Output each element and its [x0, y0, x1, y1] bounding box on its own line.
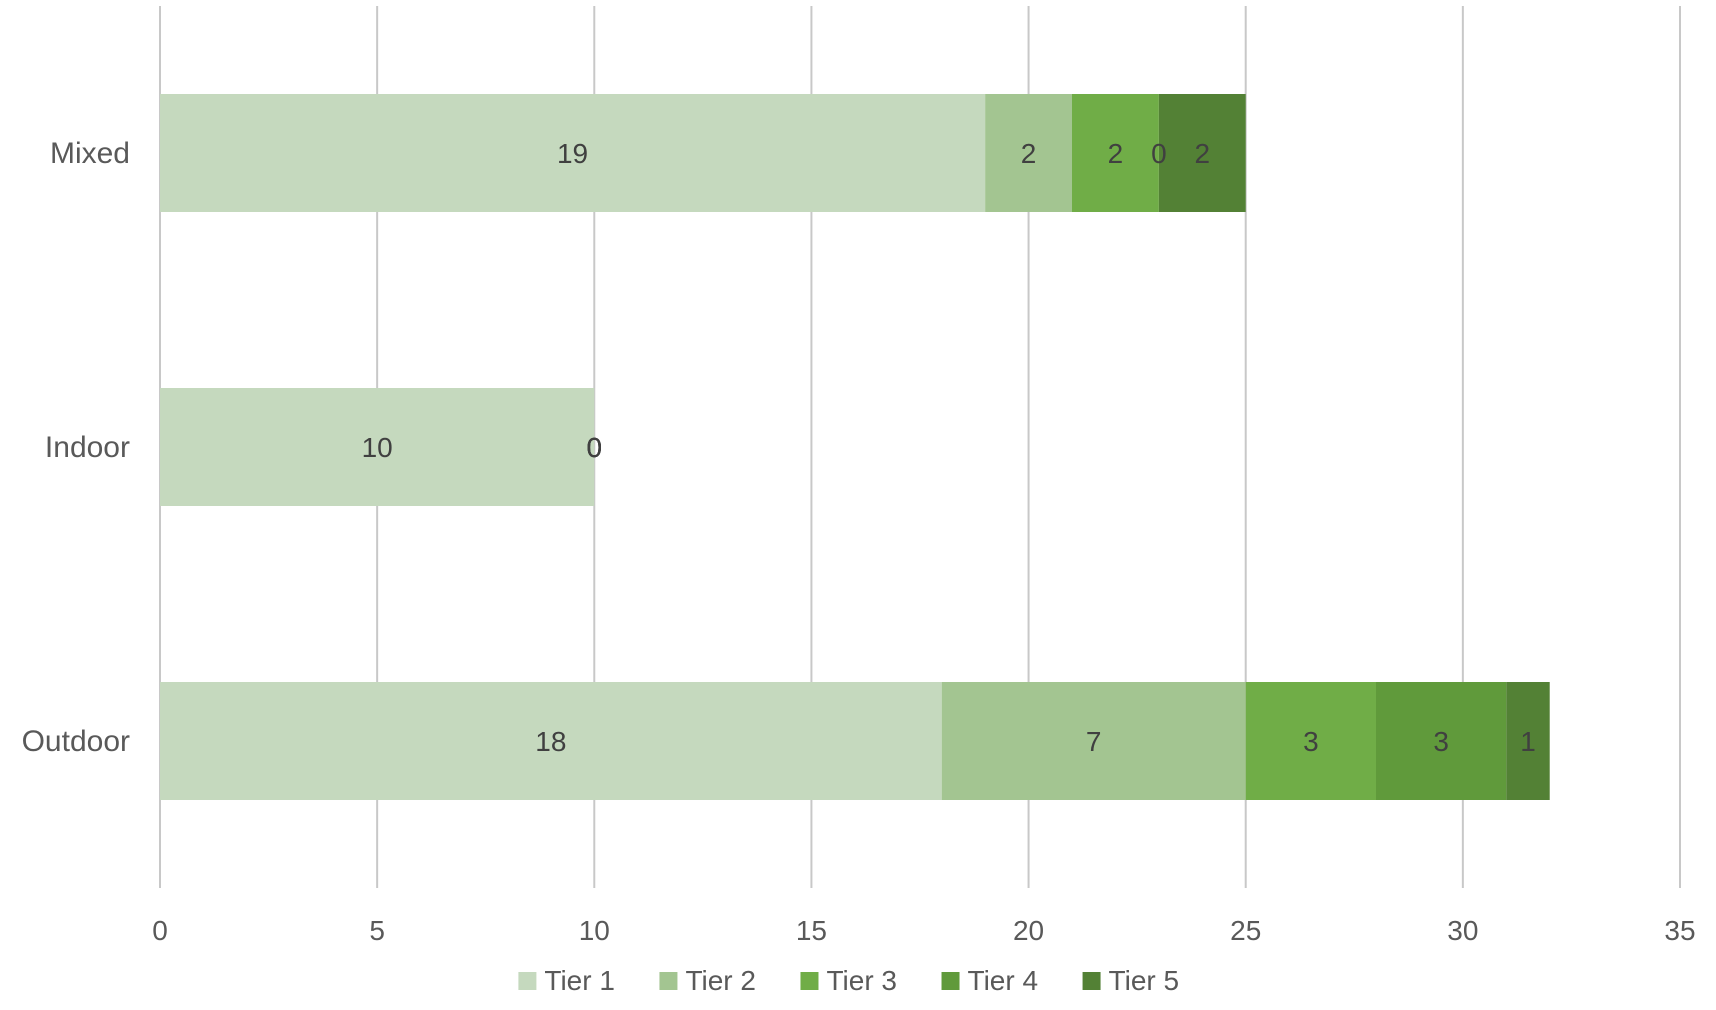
legend-label: Tier 2 [685, 965, 756, 996]
data-label-mixed-tier-2: 2 [1021, 138, 1037, 169]
data-label-outdoor-tier-1: 18 [535, 726, 566, 757]
x-tick-label-15: 15 [796, 915, 827, 946]
data-label-mixed-tier-3: 2 [1108, 138, 1124, 169]
legend-label: Tier 5 [1109, 965, 1180, 996]
bar-mixed-tier-1 [160, 94, 986, 212]
bars [160, 94, 1550, 800]
data-label-indoor-tier-4: 0 [586, 432, 602, 463]
data-label-mixed-tier-4: 0 [1151, 138, 1167, 169]
bar-outdoor-tier-1 [160, 682, 942, 800]
bar-outdoor-tier-5 [1506, 682, 1550, 800]
x-tick-label-20: 20 [1013, 915, 1044, 946]
legend-item-tier-1: Tier 1 [518, 965, 615, 996]
data-label-indoor-tier-2: 0 [586, 432, 602, 463]
bar-mixed-tier-3 [1072, 94, 1159, 212]
legend-swatch [659, 972, 678, 990]
bar-mixed-tier-2 [985, 94, 1072, 212]
legend-swatch [1082, 972, 1101, 990]
bar-indoor-tier-1 [160, 388, 595, 506]
legend-item-tier-2: Tier 2 [659, 965, 756, 996]
legend: Tier 1 Tier 2 Tier 3 Tier 4 Tier 5 [518, 965, 1179, 996]
legend-label: Tier 3 [826, 965, 897, 996]
y-category-label-indoor: Indoor [45, 431, 130, 464]
data-label-indoor-tier-3: 0 [586, 432, 602, 463]
x-tick-label-0: 0 [152, 915, 168, 946]
y-category-label-outdoor: Outdoor [22, 725, 130, 758]
data-label-indoor-tier-1: 10 [362, 432, 393, 463]
legend-item-tier-5: Tier 5 [1082, 965, 1180, 996]
x-tick-label-30: 30 [1447, 915, 1478, 946]
x-tick-label-25: 25 [1230, 915, 1261, 946]
legend-label: Tier 4 [968, 965, 1039, 996]
legend-swatch [941, 972, 960, 990]
legend-swatch [518, 972, 537, 990]
data-label-outdoor-tier-3: 3 [1303, 726, 1319, 757]
data-label-indoor-tier-5: 0 [586, 432, 602, 463]
y-category-label-mixed: Mixed [50, 137, 130, 170]
data-label-outdoor-tier-4: 3 [1433, 726, 1449, 757]
legend-item-tier-3: Tier 3 [800, 965, 897, 996]
data-label-outdoor-tier-5: 1 [1520, 726, 1536, 757]
x-tick-label-10: 10 [579, 915, 610, 946]
x-tick-label-35: 35 [1664, 915, 1695, 946]
legend-label: Tier 1 [544, 965, 615, 996]
bar-outdoor-tier-2 [941, 682, 1246, 800]
bar-mixed-tier-5 [1158, 94, 1246, 212]
data-label-mixed-tier-1: 19 [557, 138, 588, 169]
data-label-outdoor-tier-2: 7 [1086, 726, 1102, 757]
legend-item-tier-4: Tier 4 [941, 965, 1039, 996]
legend-swatch [800, 972, 819, 990]
bar-outdoor-tier-3 [1245, 682, 1376, 800]
data-label-mixed-tier-5: 2 [1194, 138, 1210, 169]
bar-outdoor-tier-4 [1376, 682, 1507, 800]
x-tick-label-5: 5 [369, 915, 385, 946]
